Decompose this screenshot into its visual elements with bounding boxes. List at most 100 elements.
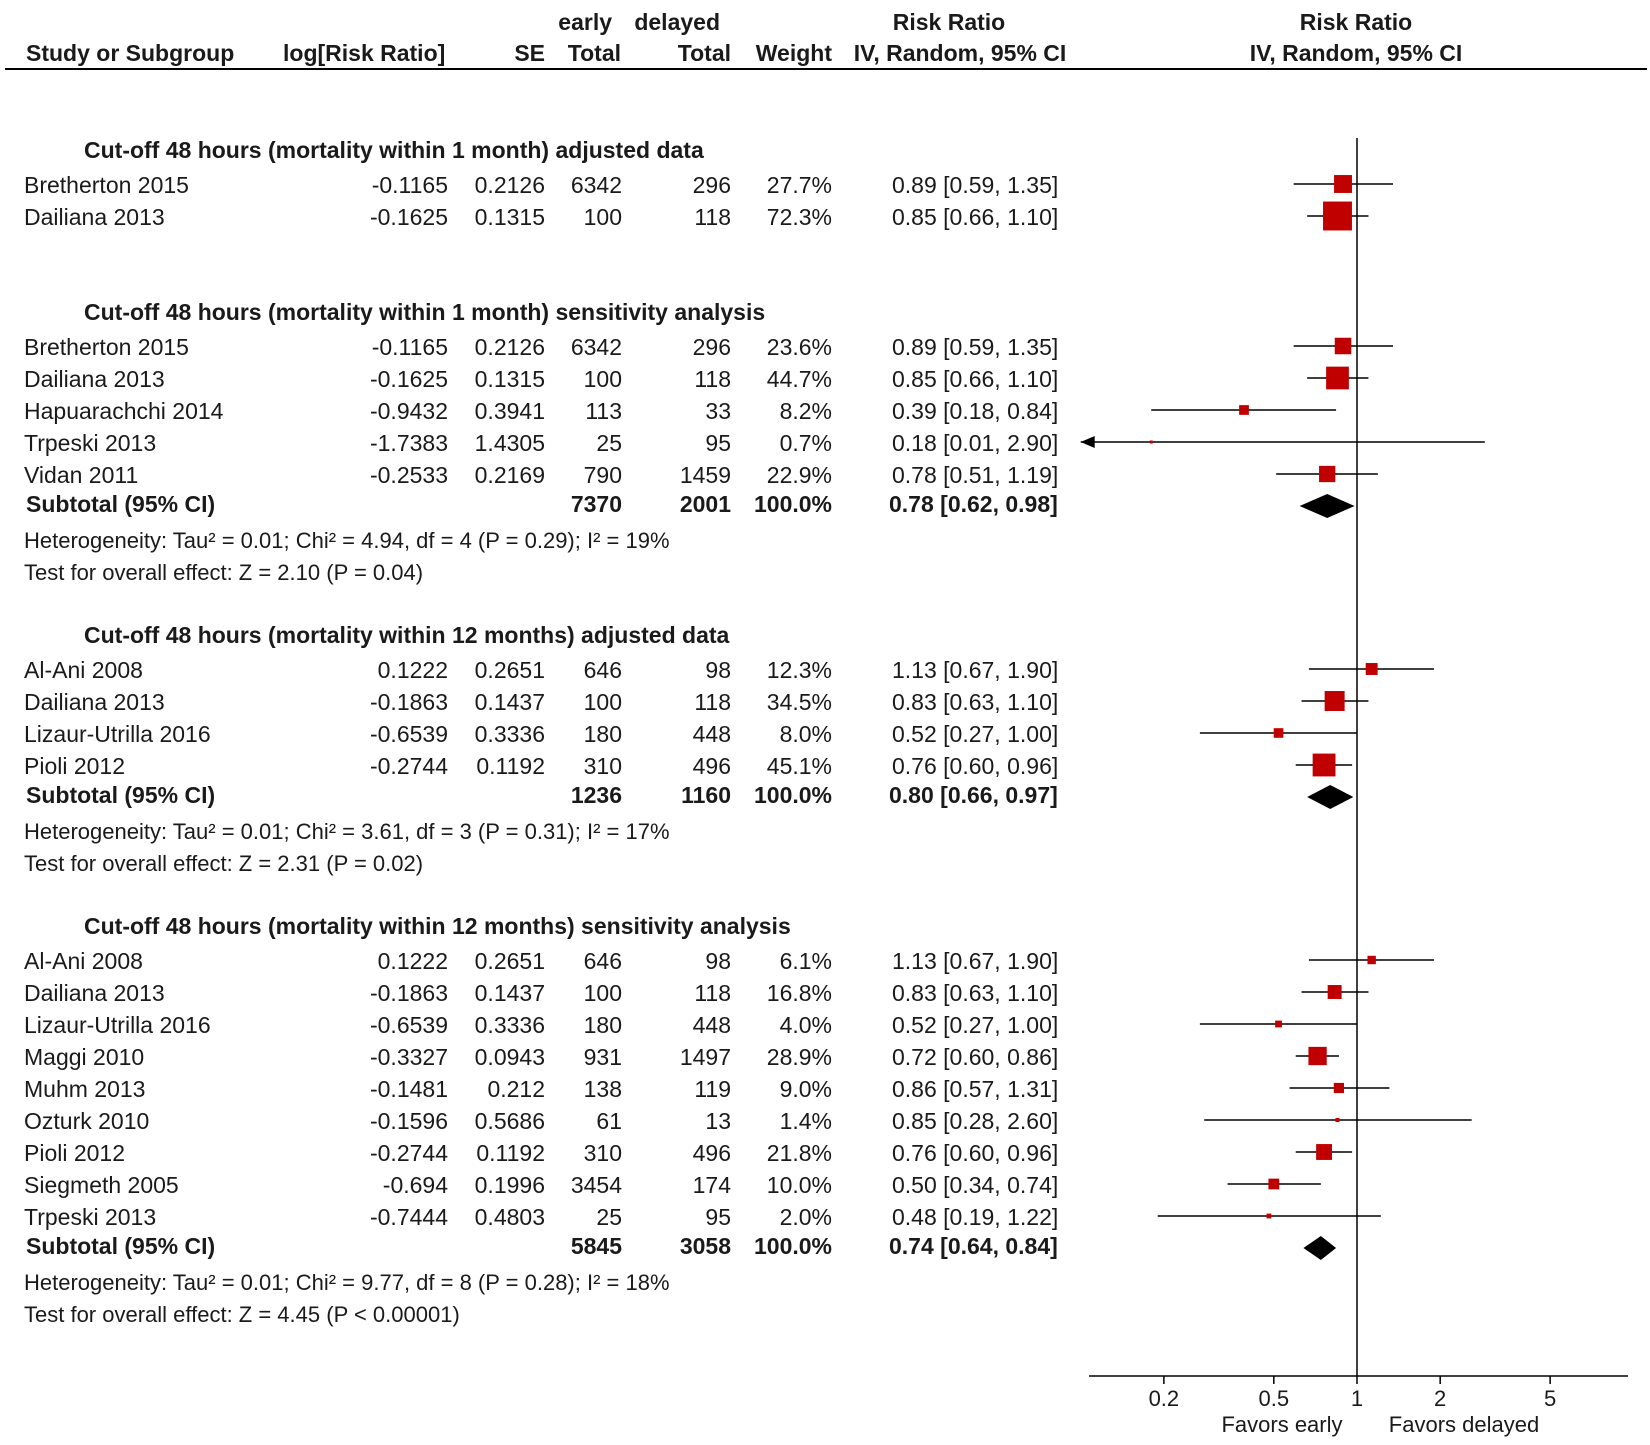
ci-value: 0.89 [0.59, 1.35]: [892, 172, 1059, 198]
table-row: Bretherton 2015 -0.1165 0.2126 6342 296 …: [0, 172, 1100, 204]
table-row: Pioli 2012 -0.2744 0.1192 310 496 21.8% …: [0, 1140, 1100, 1172]
early-total: 646: [583, 657, 622, 683]
ci-value: 0.50 [0.34, 0.74]: [892, 1172, 1059, 1198]
weight-value: 10.0%: [766, 1172, 832, 1198]
logrr-value: 0.1222: [377, 948, 448, 974]
header-delayed-top: delayed: [634, 9, 720, 35]
delayed-total: 2001: [679, 491, 731, 517]
point-estimate-marker: [1365, 663, 1378, 675]
study-name: Trpeski 2013: [24, 1204, 157, 1230]
weight-value: 8.0%: [779, 721, 832, 747]
early-total: 138: [583, 1076, 622, 1102]
early-total: 100: [583, 980, 622, 1006]
ci-value: 0.76 [0.60, 0.96]: [892, 753, 1059, 779]
logrr-value: -0.694: [382, 1172, 448, 1198]
logrr-value: -0.1596: [369, 1108, 448, 1134]
table-row: Al-Ani 2008 0.1222 0.2651 646 98 6.1% 1.…: [0, 948, 1100, 980]
se-value: 0.1192: [476, 1140, 545, 1166]
point-estimate-marker: [1334, 337, 1352, 355]
se-value: 0.3336: [474, 721, 545, 747]
logrr-value: 0.1222: [377, 657, 448, 683]
header-rr-method: IV, Random, 95% CI: [853, 40, 1067, 66]
se-value: 0.0943: [474, 1044, 545, 1070]
se-value: 0.2126: [474, 172, 545, 198]
delayed-total: 119: [694, 1076, 731, 1102]
logrr-value: -0.6539: [369, 1012, 448, 1038]
weight-value: 45.1%: [766, 753, 832, 779]
overall-effect-text: Test for overall effect: Z = 2.31 (P = 0…: [24, 851, 424, 876]
header-delayed-total: Total: [677, 40, 731, 66]
early-total: 61: [596, 1108, 622, 1134]
early-total: 7370: [570, 491, 622, 517]
delayed-total: 1160: [681, 782, 731, 808]
study-name: Trpeski 2013: [24, 430, 157, 456]
ci-value: 0.85 [0.66, 1.10]: [892, 204, 1059, 230]
delayed-total: 95: [705, 430, 731, 456]
early-total: 6342: [570, 172, 622, 198]
point-estimate-marker: [1149, 440, 1153, 444]
header-plot-method: IV, Random, 95% CI: [1249, 40, 1463, 66]
header-early-total: Total: [567, 40, 621, 66]
group-title: Cut-off 48 hours (mortality within 12 mo…: [84, 913, 791, 939]
delayed-total: 448: [692, 721, 731, 747]
x-axis-tick-label: 0.2: [1149, 1386, 1180, 1411]
delayed-total: 118: [694, 204, 731, 230]
ci-value: 1.13 [0.67, 1.90]: [892, 948, 1059, 974]
header-weight-col: Weight: [755, 40, 832, 66]
table-row: Pioli 2012 -0.2744 0.1192 310 496 45.1% …: [0, 753, 1100, 785]
early-total: 3454: [570, 1172, 622, 1198]
ci-value: 0.52 [0.27, 1.00]: [892, 1012, 1059, 1038]
subtotal-row: Subtotal (95% CI) 7370 2001 100.0% 0.78 …: [0, 491, 1100, 523]
table-row: Dailiana 2013 -0.1625 0.1315 100 118 72.…: [0, 204, 1100, 236]
logrr-value: -0.9432: [369, 398, 448, 424]
early-total: 310: [583, 1140, 622, 1166]
header-early-top: early: [558, 9, 612, 35]
delayed-total: 118: [694, 689, 731, 715]
logrr-value: -0.2533: [369, 462, 448, 488]
table-row: Dailiana 2013 -0.1863 0.1437 100 118 34.…: [0, 689, 1100, 721]
se-value: 0.1996: [474, 1172, 545, 1198]
logrr-value: -0.6539: [369, 721, 448, 747]
header-rr-top: Risk Ratio: [892, 9, 1006, 35]
se-value: 0.2651: [474, 948, 545, 974]
early-total: 100: [583, 689, 622, 715]
study-name: Vidan 2011: [24, 462, 139, 488]
weight-value: 0.7%: [779, 430, 832, 456]
group-title: Cut-off 48 hours (mortality within 1 mon…: [84, 137, 704, 163]
weight-value: 72.3%: [766, 204, 832, 230]
point-estimate-marker: [1319, 465, 1336, 483]
early-total: 180: [583, 721, 622, 747]
heterogeneity-text: Heterogeneity: Tau² = 0.01; Chi² = 9.77,…: [24, 1270, 670, 1295]
weight-value: 23.6%: [766, 334, 832, 360]
ci-value: 0.89 [0.59, 1.35]: [892, 334, 1059, 360]
weight-value: 16.8%: [766, 980, 832, 1006]
favors-early-label: Favors early: [1221, 1412, 1342, 1437]
overall-effect-text: Test for overall effect: Z = 2.10 (P = 0…: [24, 560, 424, 585]
point-estimate-marker: [1334, 175, 1352, 193]
point-estimate-marker: [1266, 1213, 1272, 1219]
weight-value: 21.8%: [766, 1140, 832, 1166]
delayed-total: 98: [705, 657, 731, 683]
study-name: Dailiana 2013: [24, 980, 165, 1006]
weight-value: 8.2%: [779, 398, 832, 424]
weight-value: 22.9%: [766, 462, 832, 488]
table-row: Maggi 2010 -0.3327 0.0943 931 1497 28.9%…: [0, 1044, 1100, 1076]
table-row: Dailiana 2013 -0.1863 0.1437 100 118 16.…: [0, 980, 1100, 1012]
point-estimate-marker: [1327, 985, 1342, 999]
subtotal-label: Subtotal (95% CI): [26, 782, 216, 808]
study-name: Siegmeth 2005: [24, 1172, 179, 1198]
subtotal-label: Subtotal (95% CI): [26, 1233, 216, 1259]
ci-value: 0.39 [0.18, 0.84]: [892, 398, 1059, 424]
header-study-col: Study or Subgroup: [26, 40, 235, 66]
weight-value: 1.4%: [779, 1108, 832, 1134]
se-value: 0.1315: [474, 204, 545, 230]
study-name: Muhm 2013: [24, 1076, 146, 1102]
se-value: 0.5686: [474, 1108, 545, 1134]
study-name: Pioli 2012: [24, 753, 126, 779]
delayed-total: 496: [692, 1140, 731, 1166]
ci-value: 0.78 [0.62, 0.98]: [889, 491, 1058, 517]
se-value: 0.4803: [474, 1204, 545, 1230]
ci-value: 0.85 [0.66, 1.10]: [892, 366, 1059, 392]
delayed-total: 3058: [679, 1233, 731, 1259]
weight-value: 28.9%: [766, 1044, 832, 1070]
